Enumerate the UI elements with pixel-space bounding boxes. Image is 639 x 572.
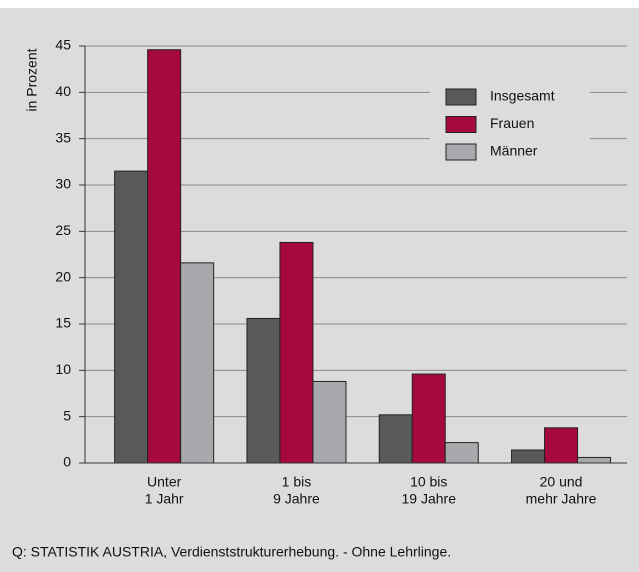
x-tick-label: Unter — [147, 474, 182, 490]
y-tick-label: 40 — [55, 83, 71, 99]
y-tick-label: 15 — [55, 315, 71, 331]
bar — [312, 380, 347, 464]
legend-swatch — [445, 88, 477, 106]
bar — [577, 456, 612, 464]
y-tick-label: 30 — [55, 176, 71, 192]
legend-label: Frauen — [490, 115, 534, 131]
y-tick-label: 0 — [63, 454, 71, 470]
legend-label: Insgesamt — [490, 88, 555, 104]
bar — [411, 373, 446, 464]
bar — [378, 414, 413, 464]
bar — [246, 317, 281, 464]
y-tick-label: 45 — [55, 37, 71, 53]
x-tick-label: 10 bis — [410, 474, 447, 490]
y-tick-label: 35 — [55, 129, 71, 145]
bar — [147, 49, 182, 464]
bar — [511, 449, 546, 464]
x-tick-label: 19 Jahre — [402, 491, 457, 507]
bar — [180, 262, 215, 464]
bar — [279, 241, 314, 464]
x-tick-label: 9 Jahre — [273, 491, 320, 507]
x-tick-label: 1 Jahr — [145, 491, 184, 507]
legend-label: Männer — [490, 143, 538, 159]
y-tick-label: 10 — [55, 361, 71, 377]
y-tick-label: 20 — [55, 268, 71, 284]
legend-swatch — [445, 116, 477, 133]
source-note: Q: STATISTIK AUSTRIA, Verdienststrukture… — [12, 544, 451, 560]
bar — [114, 170, 149, 464]
bar — [544, 427, 579, 464]
legend-swatch — [445, 143, 477, 161]
x-tick-label: 1 bis — [282, 474, 312, 490]
x-tick-label: mehr Jahre — [526, 491, 597, 507]
bar — [444, 442, 479, 464]
y-tick-label: 5 — [63, 407, 71, 423]
y-axis-label: in Prozent — [24, 48, 40, 111]
y-tick-label: 25 — [55, 222, 71, 238]
x-tick-label: 20 und — [540, 474, 583, 490]
